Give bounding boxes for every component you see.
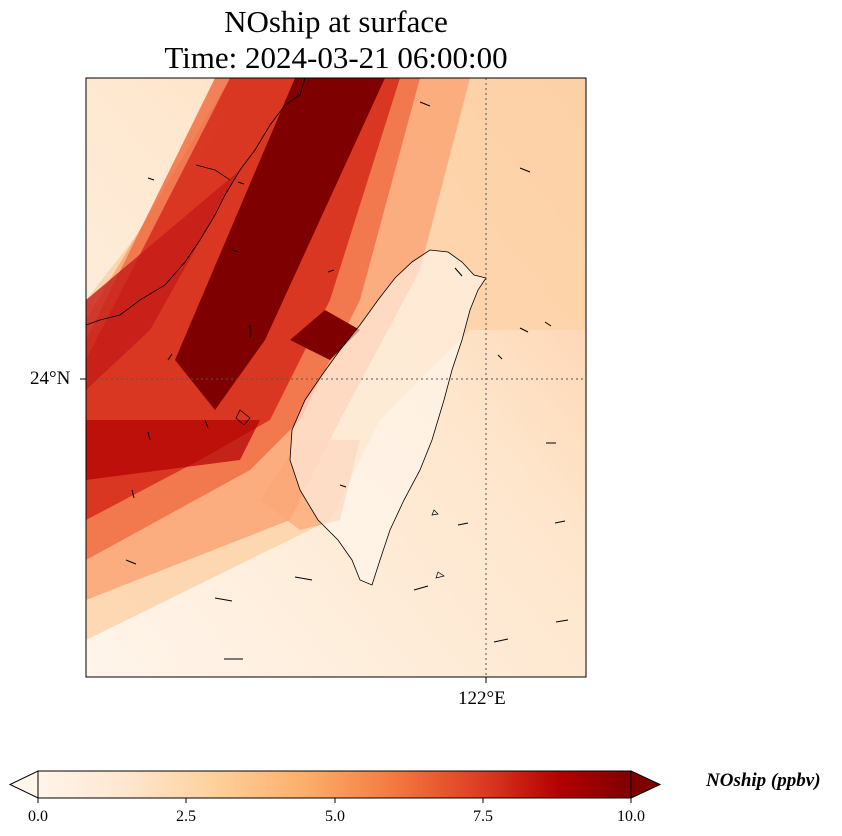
- colorbar-extend-high: [630, 770, 662, 799]
- colorbar-extend-low: [8, 770, 39, 799]
- concentration-field: [86, 78, 586, 677]
- colorbar-label: NOship (ppbv): [706, 770, 821, 791]
- map-frame: [85, 77, 587, 678]
- lon-tick-label: 122°E: [458, 688, 506, 709]
- colorbar-tick-label: 2.5: [176, 808, 196, 825]
- china-coastline: [85, 77, 306, 326]
- lat-tick-label: 24°N: [30, 368, 71, 389]
- colorbar: [8, 770, 662, 803]
- taiwan-coastline: [289, 249, 487, 586]
- colorbar-tick-label: 0.0: [28, 808, 48, 825]
- map-title-line2: Time: 2024-03-21 06:00:00: [164, 40, 508, 75]
- colorbar-tick-label: 5.0: [325, 808, 345, 825]
- colorbar-gradient: [37, 770, 632, 799]
- wind-vectors: [125, 101, 569, 660]
- colorbar-tick-label: 10.0: [617, 808, 645, 825]
- map-title-line1: NOship at surface: [224, 4, 448, 39]
- colorbar-tick-label: 7.5: [473, 808, 493, 825]
- map-panel: [80, 77, 587, 683]
